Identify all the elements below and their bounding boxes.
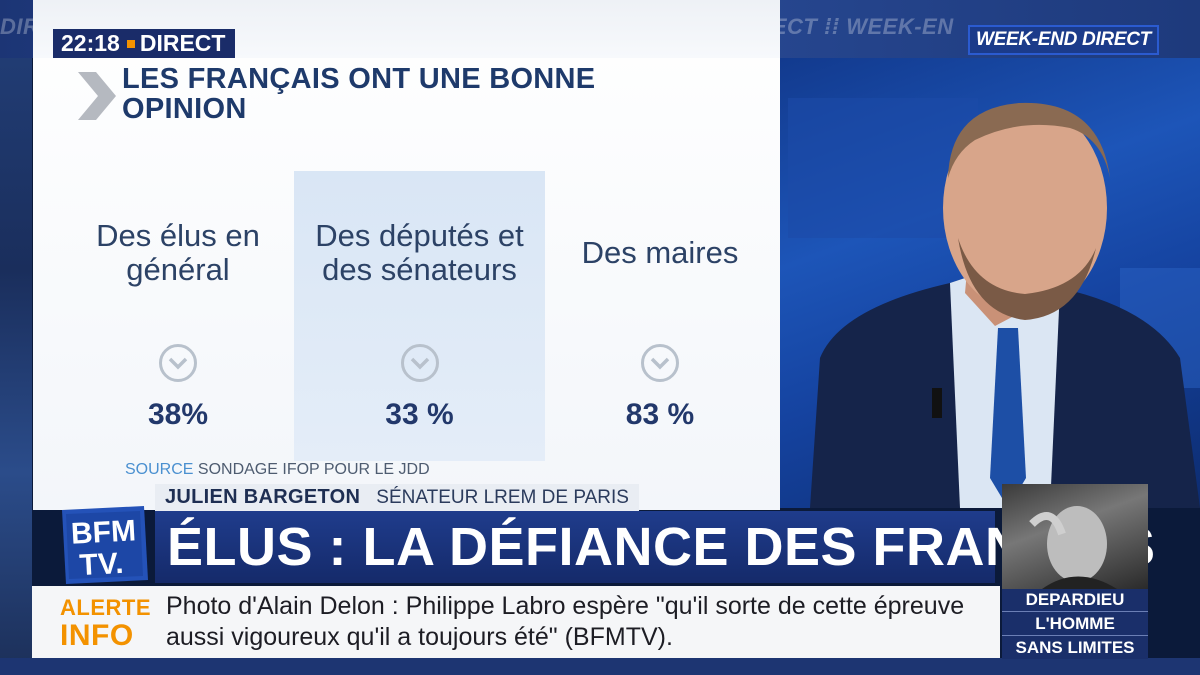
highlight-column <box>294 171 545 461</box>
speaker-silhouette <box>810 102 1200 508</box>
promo-line2: L'HOMME <box>1002 611 1148 635</box>
alert-strip <box>32 586 1000 658</box>
logo-line1: BFM <box>70 514 137 550</box>
stat-column: Des maires 83 % <box>545 218 775 432</box>
guest-name-strap: JULIEN BARGETON SÉNATEUR LREM DE PARIS <box>155 484 639 511</box>
clock-badge: 22:18 DIRECT <box>53 29 236 58</box>
alert-label-line2: INFO <box>60 619 134 652</box>
source-word: SOURCE <box>125 461 194 478</box>
stat-label: Des élus en général <box>96 218 260 287</box>
panel-headline: LES FRANÇAIS ONT UNE BONNE OPINION <box>122 63 596 125</box>
title-strap: ÉLUS : LA DÉFIANCE DES FRANÇAIS <box>155 511 1155 583</box>
promo-line3: SANS LIMITES <box>1002 635 1148 659</box>
chevron-down-icon <box>641 344 679 382</box>
stat-label: Des maires <box>581 235 739 270</box>
stat-value: 38% <box>147 398 209 431</box>
stat-value: 33 % <box>385 398 454 431</box>
source-text: SONDAGE IFOP POUR LE JDD <box>197 461 430 478</box>
side-promo: DEPARDIEU L'HOMME SANS LIMITES <box>1002 484 1148 659</box>
alert-label-line1: ALERTE <box>60 595 151 620</box>
stat-value: 83 % <box>625 398 695 431</box>
chevron-right-icon <box>78 72 116 120</box>
logo-line2: TV. <box>79 547 125 582</box>
promo-line1: DEPARDIEU <box>1025 590 1125 609</box>
direct-label: DIRECT <box>139 30 226 56</box>
clock-separator <box>126 39 135 48</box>
chevron-down-icon <box>400 344 439 382</box>
alert-text: Photo d'Alain Delon : Philippe Labro esp… <box>166 592 965 651</box>
guest-role: SÉNATEUR LREM DE PARIS <box>376 486 629 508</box>
promo-image <box>1002 484 1148 589</box>
source-line: SOURCE SONDAGE IFOP POUR LE JDD <box>125 461 430 479</box>
left-edge <box>0 0 32 675</box>
promo-text: DEPARDIEU L'HOMME SANS LIMITES <box>1002 588 1148 659</box>
studio-video <box>780 58 1200 508</box>
bfmtv-logo: BFM TV. <box>62 506 148 584</box>
show-badge-label: WEEK-END DIRECT <box>976 29 1151 50</box>
guest-name: JULIEN BARGETON <box>165 486 361 508</box>
title-text: ÉLUS : LA DÉFIANCE DES FRANÇAIS <box>167 517 1156 577</box>
alert-label: ALERTE INFO <box>60 594 151 652</box>
stat-column: Des élus en général 38% <box>55 218 301 432</box>
clock-time: 22:18 <box>61 30 120 56</box>
bottom-band <box>0 658 1200 675</box>
stat-label: Des députés et des sénateurs <box>315 218 524 287</box>
show-badge: WEEK-END DIRECT <box>968 25 1159 55</box>
chevron-down-icon <box>159 344 197 382</box>
stat-column: Des députés et des sénateurs 33 % <box>294 218 545 432</box>
